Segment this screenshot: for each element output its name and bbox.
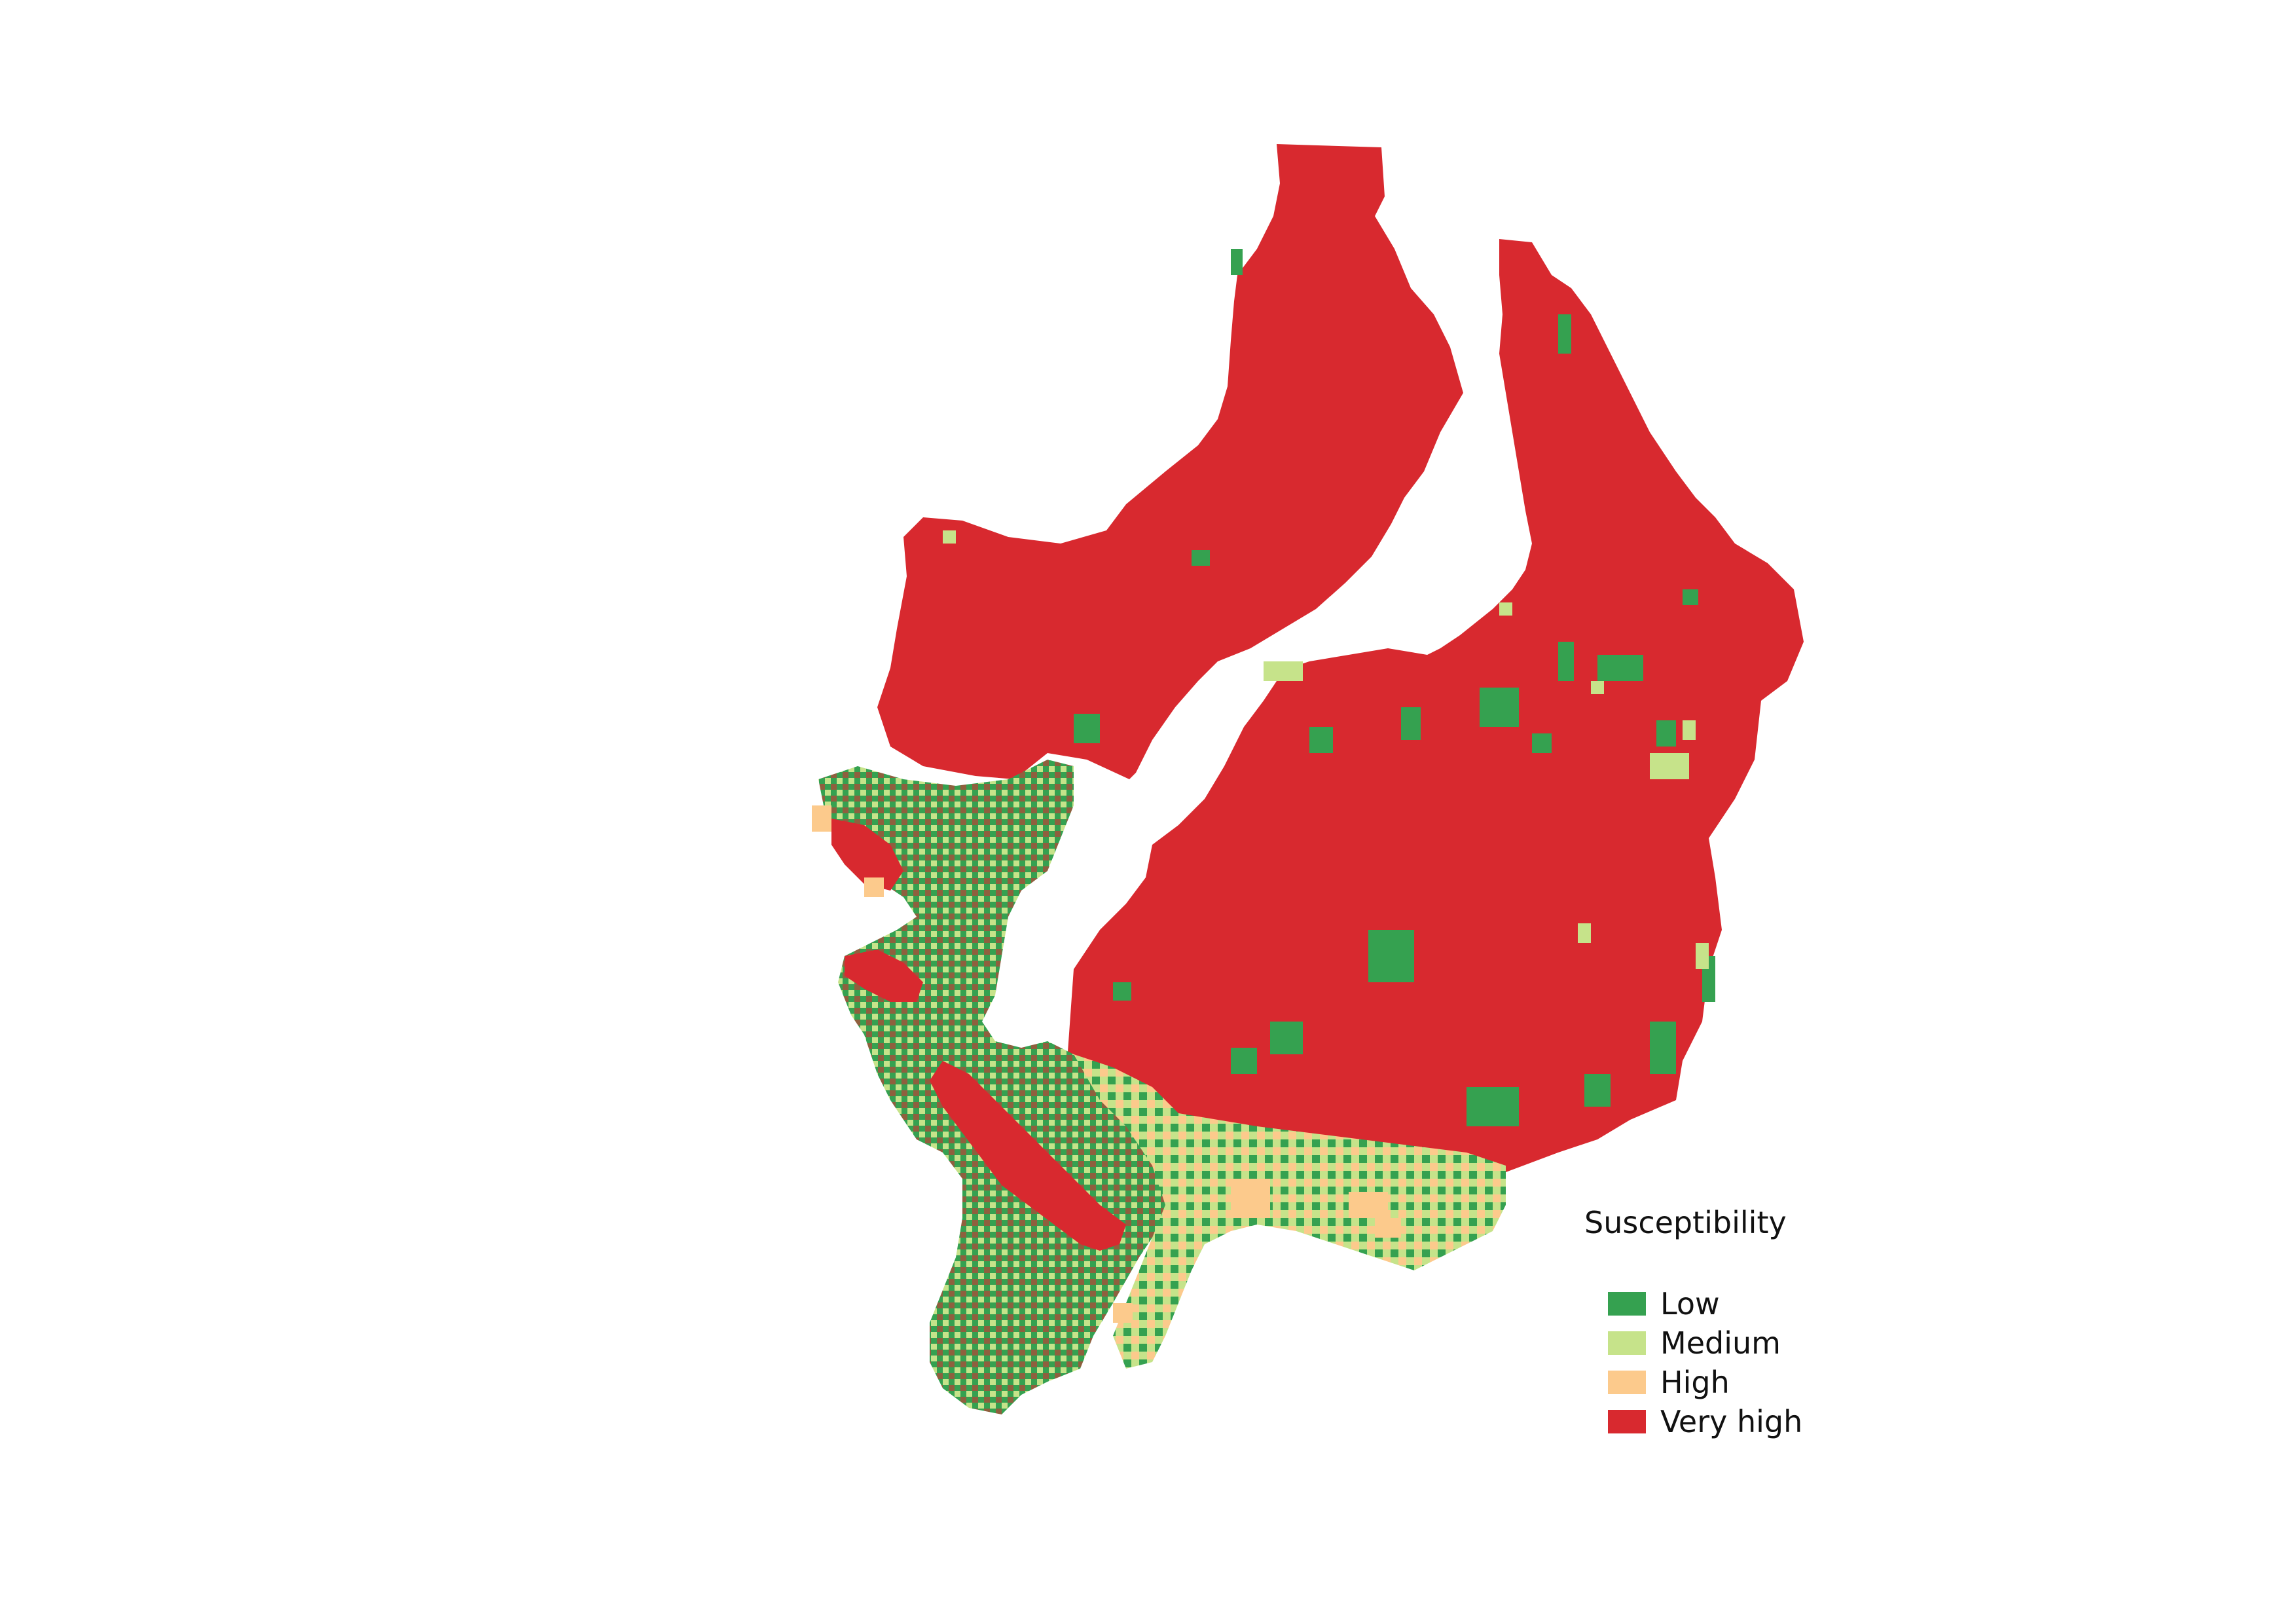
legend-label: Medium: [1660, 1325, 1781, 1361]
legend-title: Susceptibility: [1584, 1205, 1787, 1240]
medium-cells-scatter: [943, 530, 1709, 969]
region-very-high-southwest-blob: [831, 819, 903, 891]
legend-swatch: [1608, 1371, 1646, 1394]
legend-swatch: [1608, 1410, 1646, 1433]
map-legend: Susceptibility Low Medium High Very high: [1584, 1205, 1859, 1454]
region-very-high-west-edge: [845, 950, 923, 1002]
region-low-west: [818, 760, 1178, 1414]
legend-label: High: [1660, 1365, 1730, 1400]
low-cells-scatter: [1074, 249, 1715, 1126]
legend-label: Low: [1660, 1286, 1720, 1321]
region-very-high-northwest: [877, 144, 1463, 779]
legend-label: Very high: [1660, 1404, 1803, 1439]
high-cells-scatter: [812, 805, 1401, 1323]
legend-swatch: [1608, 1292, 1646, 1316]
legend-swatch: [1608, 1331, 1646, 1355]
region-medium-high-south: [1074, 1054, 1506, 1369]
region-very-high-southwest-strip: [930, 1061, 1126, 1251]
region-very-high-east: [1067, 239, 1804, 1179]
